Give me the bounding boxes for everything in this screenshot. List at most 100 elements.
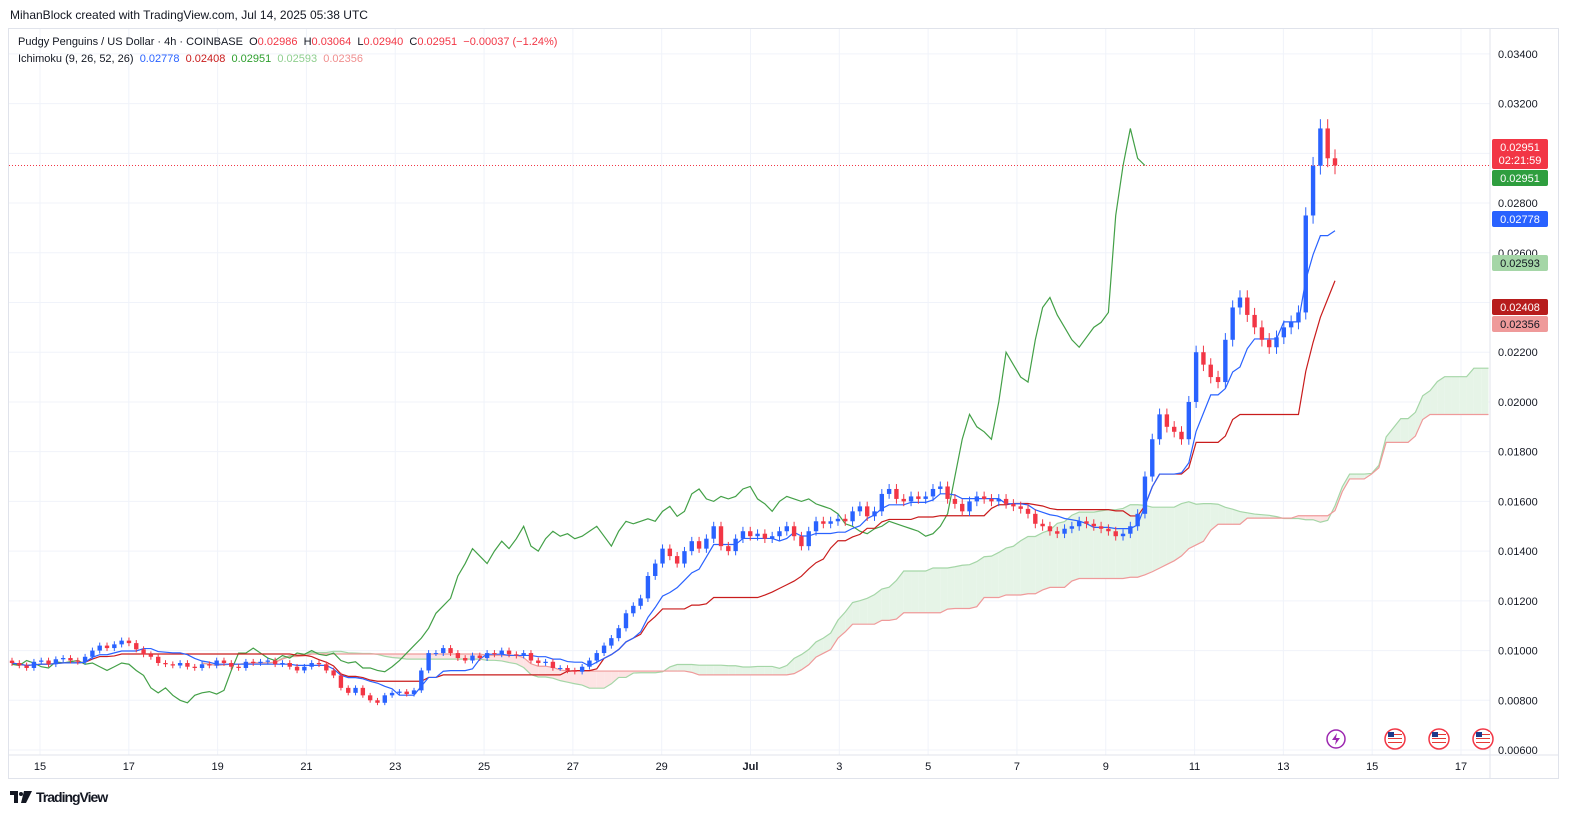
candle-body [550, 661, 556, 668]
candle-body [711, 526, 716, 539]
legend-indicator-name: Ichimoku (9, 26, 52, 26) [18, 53, 134, 65]
cloud-segment [596, 671, 605, 689]
flag-stripe [1388, 734, 1402, 735]
candle-body [177, 663, 183, 666]
cloud-segment [1356, 474, 1365, 479]
candle-body [316, 663, 322, 665]
candle-body [499, 650, 504, 655]
candle-body [1157, 414, 1162, 440]
candle-body [667, 548, 673, 557]
candle-body [448, 648, 453, 654]
candle-body [243, 661, 249, 668]
cloud-segment [1313, 515, 1321, 523]
cloud-segment [1064, 515, 1072, 588]
x-tick-label: 5 [925, 761, 931, 773]
icon-bolt [1332, 733, 1340, 745]
flag-stripe [1476, 732, 1490, 733]
cloud-segment [1437, 376, 1445, 415]
candle-body [46, 660, 51, 665]
candle-body [886, 488, 892, 494]
candle-body [1208, 364, 1213, 378]
legend-l-label: L [357, 36, 364, 48]
cloud-segment [1152, 507, 1160, 572]
candle-body [1318, 128, 1323, 166]
us-flag-event-icon[interactable] [1384, 728, 1406, 750]
flag-stripe [1432, 734, 1446, 735]
candle-body [470, 655, 475, 661]
flag-stripe [1432, 738, 1446, 739]
cloud-segment [677, 664, 685, 672]
tenkan-line [11, 230, 1336, 696]
candle-body [1179, 431, 1184, 440]
cloud-segment [494, 655, 502, 661]
legend-c-label: C [409, 36, 418, 48]
candle-body [609, 638, 614, 646]
cloud-segment [1181, 501, 1189, 556]
candle-body [828, 521, 833, 524]
legend-span-a-value: 0.02593 [277, 53, 318, 65]
flag-stripe [1432, 742, 1446, 743]
candle-body [104, 645, 110, 649]
cloud-segment [1481, 368, 1489, 415]
cloud-segment [816, 638, 824, 658]
x-tick-label: 23 [389, 761, 401, 773]
us-flag-event-icon[interactable] [1428, 728, 1450, 750]
cloud-segment [750, 666, 758, 675]
candle-body [31, 661, 37, 668]
candle-body [346, 687, 351, 693]
cloud-segment [333, 651, 341, 655]
candle-body [1069, 526, 1075, 529]
cloud-segment [940, 567, 948, 613]
cloud-segment [1430, 381, 1438, 415]
cloud-segment [1042, 530, 1050, 590]
candle-body [872, 511, 877, 517]
lightning-event-icon[interactable] [1326, 729, 1346, 749]
candle-body [126, 640, 132, 644]
cloud-segment [1115, 508, 1124, 579]
cloud-segment [1123, 504, 1131, 579]
candle-body [996, 498, 1001, 502]
flag-stripe [1432, 732, 1446, 733]
cloud-segment [1174, 503, 1182, 561]
cloud-segment [1386, 427, 1394, 443]
flag-stripe [1476, 736, 1490, 737]
cloud-segment [984, 556, 992, 598]
candle-body [433, 653, 439, 655]
legend-indicator-row[interactable]: Ichimoku (9, 26, 52, 26) 0.02778 0.02408… [18, 51, 557, 68]
candle-body [718, 526, 724, 547]
us-flag-event-icon[interactable] [1472, 728, 1494, 750]
span-a-tag-text: 0.02593 [1500, 258, 1540, 270]
candle-body [1033, 513, 1038, 524]
candle-body [558, 667, 563, 669]
candle-body [894, 488, 899, 499]
cloud-segment [1444, 376, 1452, 415]
legend-close: 0.02951 [417, 36, 458, 48]
candle-body [1186, 401, 1192, 440]
candle-body [280, 663, 285, 665]
candle-body [141, 649, 146, 655]
candle-body [207, 664, 212, 666]
candle-body [1281, 327, 1287, 338]
span-a-line [201, 367, 1489, 689]
chart-frame[interactable] [8, 28, 1559, 779]
candle-body [1135, 513, 1140, 527]
legend-ohlc-row[interactable]: Pudgy Penguins / US Dollar · 4h · COINBA… [18, 34, 557, 51]
cloud-segment [932, 567, 941, 613]
cloud-segment [1422, 390, 1431, 420]
cloud-segment [1459, 376, 1467, 415]
cloud-segment [560, 669, 568, 683]
tradingview-logo-text: TradingView [36, 789, 108, 805]
candle-body [119, 640, 124, 645]
cloud-segment [1159, 507, 1167, 569]
candle-body [1047, 526, 1053, 532]
cloud-segment [1079, 512, 1087, 579]
candle-body [1215, 377, 1221, 383]
candle-body [60, 658, 66, 660]
candle-body [1201, 352, 1206, 365]
candle-body [536, 660, 541, 664]
candle-body [769, 536, 775, 539]
candle-body [1128, 526, 1133, 534]
candle-body [952, 498, 958, 504]
candle-body [1062, 528, 1067, 534]
